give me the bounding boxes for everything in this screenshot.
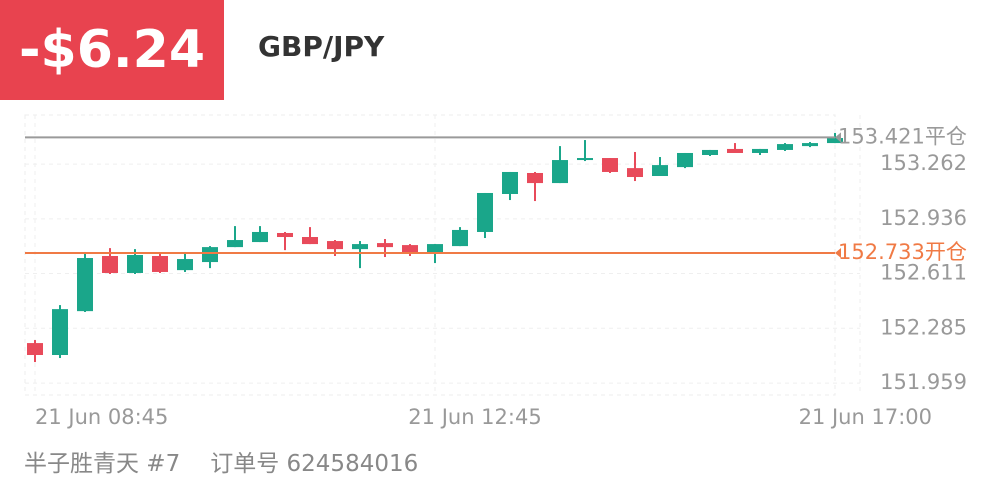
candle-body bbox=[477, 192, 493, 232]
candle-body bbox=[402, 245, 418, 253]
reference-label: 152.733开仓 bbox=[838, 240, 967, 264]
candle-body bbox=[202, 247, 218, 263]
x-tick-label: 21 Jun 12:45 bbox=[408, 405, 541, 429]
candle-body bbox=[377, 243, 393, 248]
reference-marker bbox=[835, 247, 841, 258]
candle-body bbox=[152, 256, 168, 272]
user: 半子胜青天 #7 bbox=[24, 451, 181, 477]
candle-body bbox=[227, 240, 243, 248]
candle-body bbox=[552, 160, 568, 184]
reference-label: 153.421平仓 bbox=[838, 124, 967, 148]
candle-body bbox=[327, 241, 343, 250]
candle-body bbox=[652, 165, 668, 177]
candle-body bbox=[502, 171, 518, 194]
candle-body bbox=[677, 152, 693, 168]
candle-body bbox=[77, 258, 93, 312]
plot-frame bbox=[24, 114, 836, 396]
candle-body bbox=[127, 255, 143, 273]
candle-body bbox=[352, 244, 368, 250]
candle-body bbox=[277, 232, 293, 238]
footer: 半子胜青天 #7 订单号 624584016 bbox=[24, 444, 448, 478]
y-tick-label: 152.936 bbox=[880, 206, 967, 230]
candle-body bbox=[302, 237, 318, 245]
candle-body bbox=[427, 244, 443, 253]
candle-body bbox=[727, 148, 743, 153]
candle-body bbox=[577, 158, 593, 161]
candle-body bbox=[177, 259, 193, 271]
candle-body bbox=[777, 144, 793, 150]
candle-body bbox=[802, 143, 818, 147]
candle-body bbox=[702, 149, 718, 155]
y-tick-label: 151.959 bbox=[880, 370, 967, 394]
candle-body bbox=[452, 229, 468, 247]
candle-body bbox=[27, 343, 43, 355]
y-tick-label: 153.262 bbox=[880, 151, 967, 175]
reference-marker bbox=[835, 132, 841, 143]
y-tick-label: 152.611 bbox=[880, 260, 967, 284]
pnl: -$6.24 bbox=[0, 0, 224, 100]
candle-body bbox=[752, 148, 768, 153]
candle-body bbox=[252, 231, 268, 243]
x-tick-label: 21 Jun 17:00 bbox=[799, 405, 932, 429]
candle-body bbox=[602, 158, 618, 172]
candle-body bbox=[527, 172, 543, 184]
candle-body bbox=[52, 309, 68, 355]
order: 订单号 624584016 bbox=[210, 451, 419, 477]
symbol: GBP/JPY bbox=[258, 30, 385, 63]
candle-body bbox=[827, 138, 843, 144]
candle-body bbox=[102, 256, 118, 273]
y-tick-label: 152.285 bbox=[880, 315, 967, 339]
candle-body bbox=[627, 168, 643, 178]
x-tick-label: 21 Jun 08:45 bbox=[35, 405, 168, 429]
